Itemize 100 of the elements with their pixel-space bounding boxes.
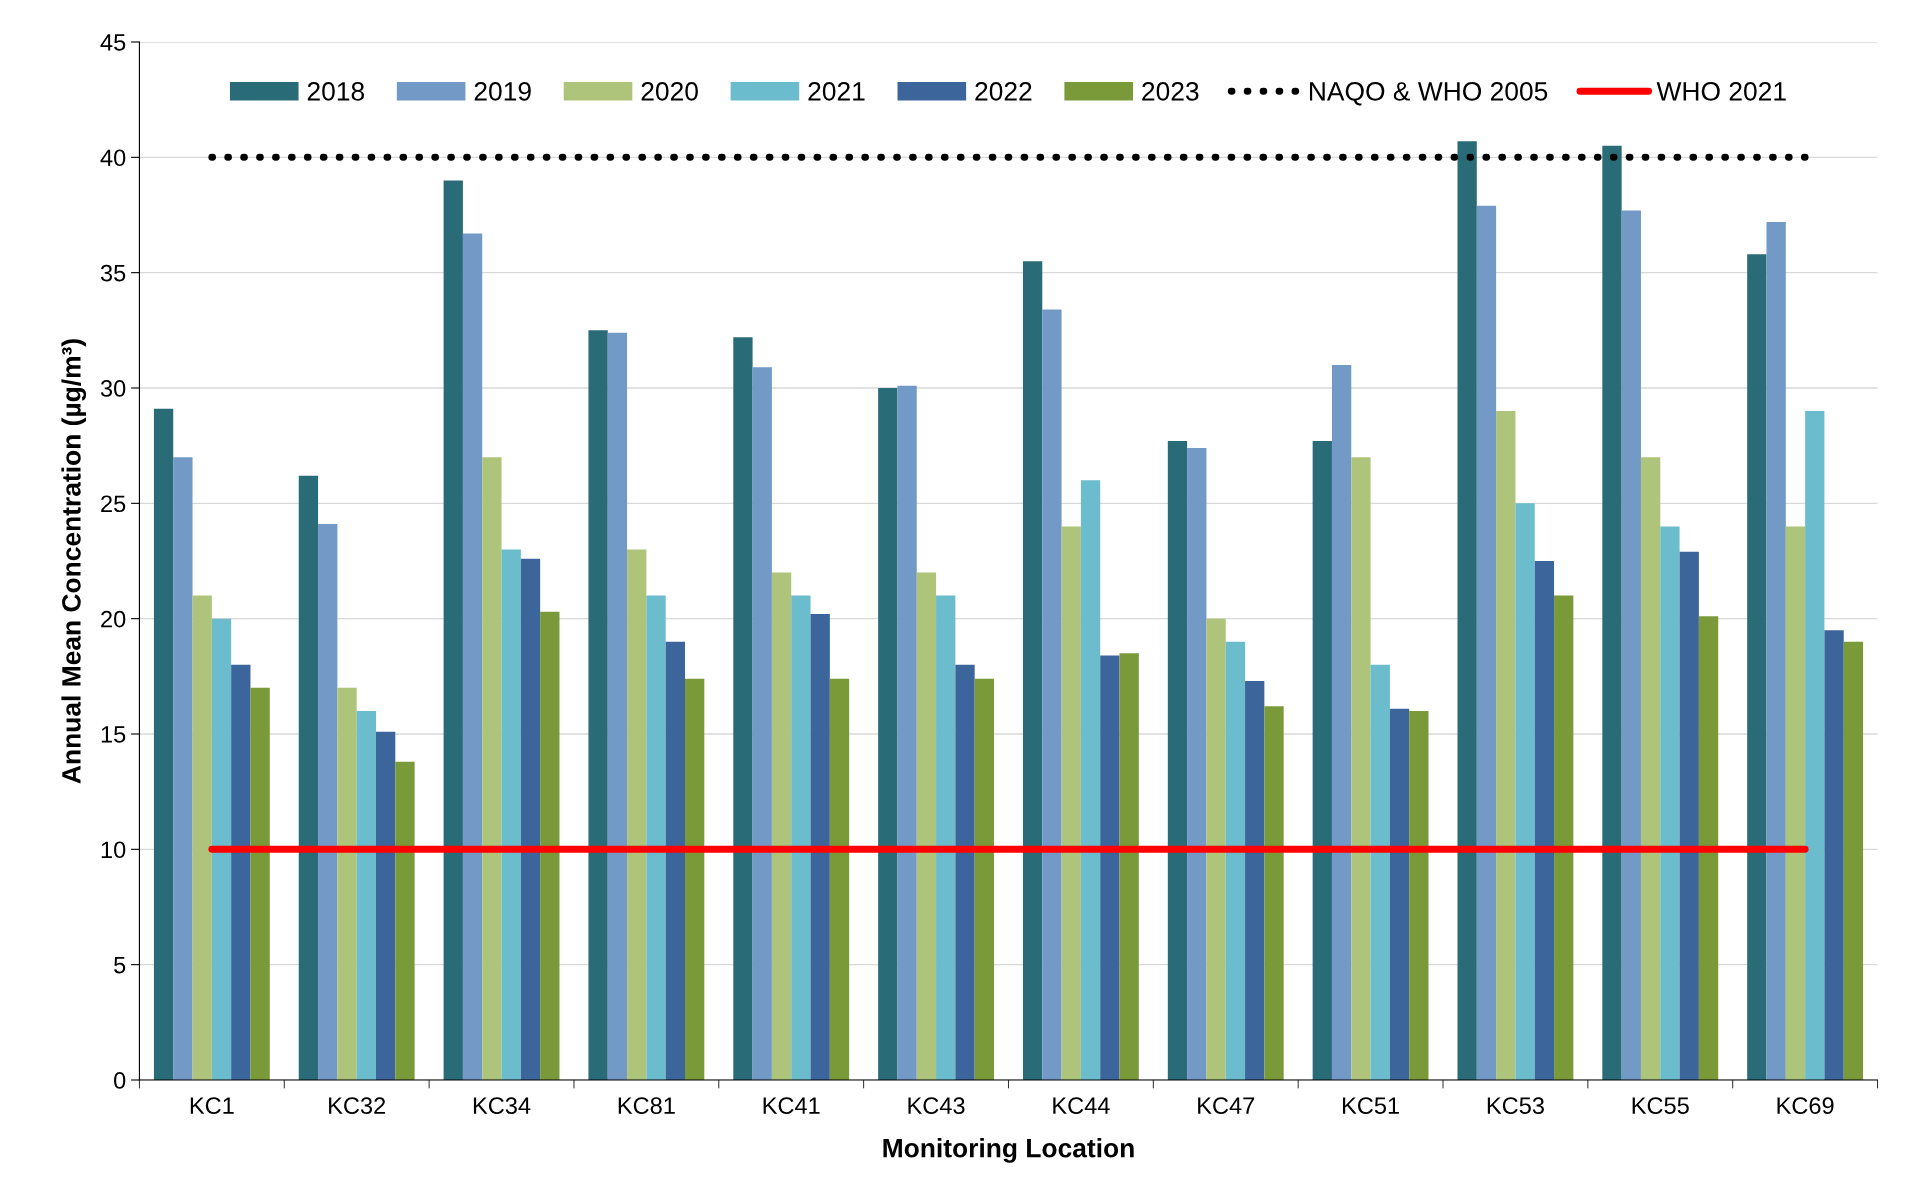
bar (540, 611, 560, 1080)
bar (752, 367, 772, 1080)
bar (1602, 145, 1622, 1080)
bar (829, 678, 850, 1080)
bar (1640, 457, 1661, 1080)
y-tick-label: 25 (101, 495, 126, 513)
bar (1331, 364, 1352, 1080)
bar (1042, 309, 1062, 1080)
bar (1621, 210, 1641, 1080)
bar (192, 595, 212, 1080)
bar (482, 457, 502, 1080)
bar (916, 572, 937, 1080)
x-tick-label: KC81 (618, 1097, 675, 1115)
bar (1843, 641, 1864, 1080)
bar (1225, 641, 1246, 1080)
bar (1515, 503, 1535, 1080)
bar (250, 687, 270, 1080)
bar (1457, 141, 1477, 1080)
bar (211, 618, 232, 1080)
bar (878, 388, 898, 1080)
bar (1389, 708, 1410, 1080)
bar (771, 572, 792, 1080)
bar (231, 664, 251, 1080)
bar (462, 233, 483, 1080)
legend-label: NAQO & WHO 2005 (1309, 82, 1548, 106)
bar (1100, 655, 1120, 1080)
legend-label: 2019 (474, 82, 531, 101)
y-tick-label: 5 (114, 956, 126, 974)
bar (1476, 205, 1497, 1080)
bar (685, 678, 705, 1080)
x-tick-label: KC34 (473, 1097, 531, 1115)
bar (1409, 710, 1429, 1080)
y-tick-label: 30 (100, 380, 126, 397)
bar (1766, 221, 1786, 1080)
legend-label: 2021 (808, 82, 865, 101)
bar (627, 549, 647, 1080)
bar (1679, 551, 1699, 1080)
bar (1119, 653, 1139, 1080)
y-axis-title: Annual Mean Concentration (µg/m³) (61, 339, 87, 784)
bar (1785, 526, 1806, 1080)
bar (1805, 411, 1825, 1080)
bar (1245, 680, 1265, 1080)
legend-label: 2018 (307, 82, 365, 101)
x-axis-title: Monitoring Location (883, 1138, 1134, 1163)
bar (337, 687, 357, 1080)
legend-label: WHO 2021 (1656, 82, 1786, 101)
bar (1534, 561, 1555, 1080)
x-tick-label: KC32 (329, 1097, 386, 1115)
bar (1698, 616, 1719, 1080)
bar (501, 549, 521, 1080)
bar (1206, 618, 1226, 1080)
x-tick-label: KC41 (763, 1097, 820, 1115)
bar (1264, 706, 1284, 1080)
bar (1554, 595, 1574, 1080)
bar (936, 595, 956, 1080)
x-tick-label: KC47 (1198, 1097, 1255, 1115)
x-tick-label: KC44 (1053, 1097, 1110, 1115)
bar (443, 180, 463, 1080)
bar (356, 710, 376, 1080)
bar (1351, 457, 1371, 1080)
bar (1824, 630, 1844, 1080)
bar (897, 385, 917, 1080)
y-tick-label: 40 (100, 149, 126, 167)
bar (1167, 441, 1188, 1080)
x-tick-label: KC43 (908, 1097, 965, 1115)
bar (1747, 254, 1767, 1080)
bar (588, 330, 608, 1080)
y-tick-label: 15 (101, 726, 126, 743)
legend-label: 2023 (1142, 82, 1199, 101)
bar (1496, 411, 1516, 1080)
y-tick-label: 45 (100, 34, 126, 51)
bar (646, 595, 666, 1080)
y-tick-label: 10 (101, 841, 126, 859)
x-tick-label: KC53 (1487, 1097, 1544, 1115)
x-tick-label: KC51 (1342, 1097, 1399, 1115)
bar (607, 332, 628, 1080)
bar (810, 614, 830, 1080)
bar (733, 337, 753, 1080)
bar (974, 678, 994, 1080)
bar (1022, 261, 1043, 1080)
bar (955, 664, 975, 1080)
x-tick-label: KC1 (190, 1097, 234, 1115)
bar (1187, 447, 1207, 1080)
bar (1312, 441, 1332, 1080)
bar (1370, 664, 1390, 1080)
y-tick-label: 0 (114, 1072, 126, 1089)
bar (395, 761, 415, 1080)
x-tick-label: KC55 (1632, 1097, 1689, 1115)
bar (298, 475, 319, 1080)
bar (1660, 526, 1680, 1080)
bar (1080, 480, 1101, 1080)
bar (665, 641, 685, 1080)
bar (376, 731, 396, 1080)
bar (791, 595, 811, 1080)
bar (318, 524, 338, 1080)
legend-label: 2020 (641, 82, 698, 101)
x-tick-label: KC69 (1777, 1097, 1834, 1115)
y-tick-label: 35 (100, 264, 126, 282)
bar (173, 457, 193, 1080)
y-tick-label: 20 (101, 610, 126, 628)
